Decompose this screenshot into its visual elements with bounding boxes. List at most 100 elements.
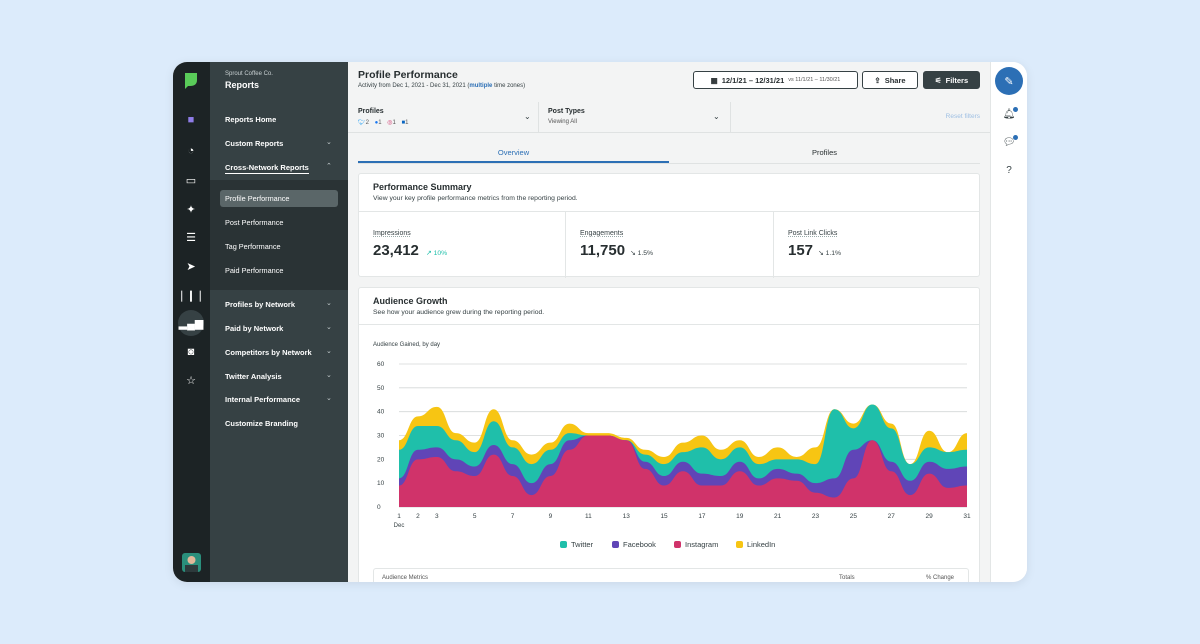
table-header-metrics: Audience Metrics xyxy=(382,575,429,581)
chevron-down-icon[interactable]: ⌄ xyxy=(326,348,332,355)
twitter-count: 2 xyxy=(365,120,369,126)
y-tick-label: 50 xyxy=(377,385,385,392)
sidebar-item-custom-reports[interactable]: Custom Reports xyxy=(225,139,284,148)
time-zones-link[interactable]: multiple xyxy=(469,83,493,89)
sidebar-item-competitors-by-network[interactable]: Competitors by Network xyxy=(225,348,312,357)
audience-growth-subtitle: See how your audience grew during the re… xyxy=(373,309,545,316)
twitter-icon: 🐦︎ xyxy=(358,120,366,126)
chevron-up-icon[interactable]: ⌃ xyxy=(326,163,332,170)
profiles-filter[interactable]: Profiles 🐦︎2 ●1 ◎1 ■1 ⌄ xyxy=(348,102,539,132)
activity-prefix: Activity from Dec 1, 2021 - Dec 31, 2021… xyxy=(358,83,470,89)
x-tick-label: 19 xyxy=(736,513,744,520)
share-button[interactable]: ⇪ Share xyxy=(862,71,918,89)
bot-icon[interactable]: ◙ xyxy=(187,346,195,358)
profile-counts: 🐦︎2 ●1 ◎1 ■1 xyxy=(358,119,409,126)
sidebar-item-post-performance[interactable]: Post Performance xyxy=(225,218,284,227)
legend-swatch xyxy=(674,541,681,548)
legend-label: Twitter xyxy=(571,540,594,549)
chevron-down-icon[interactable]: ⌄ xyxy=(326,372,332,379)
metric-delta-value: 10% xyxy=(433,250,448,257)
chevron-down-icon[interactable]: ⌄ xyxy=(326,395,332,402)
sidebar-item-tag-performance[interactable]: Tag Performance xyxy=(225,242,281,251)
filters-button[interactable]: ⚟ Filters xyxy=(923,71,980,89)
arrow-down-icon: ↘ xyxy=(818,250,824,257)
x-tick-label: 25 xyxy=(850,513,858,520)
performance-summary-subtitle: View your key profile performance metric… xyxy=(373,195,578,202)
star-icon[interactable]: ☆ xyxy=(186,374,196,387)
metric-value: 23,412 xyxy=(373,242,419,259)
inbox-icon[interactable]: ▭ xyxy=(185,174,197,187)
sidebar-item-reports-home[interactable]: Reports Home xyxy=(225,115,277,124)
bell-icon[interactable]: 🔔︎ xyxy=(1002,108,1016,120)
send-icon[interactable]: ➤ xyxy=(186,260,196,273)
table-header-change: % Change xyxy=(926,575,955,581)
legend-linkedin[interactable]: LinkedIn xyxy=(736,540,775,549)
share-label: Share xyxy=(884,75,906,85)
sidebar-item-twitter-analysis[interactable]: Twitter Analysis xyxy=(225,372,282,381)
facebook-count: 1 xyxy=(378,120,382,126)
list-icon[interactable]: ☰ xyxy=(186,231,196,244)
reports-icon[interactable]: ▂▄▆ xyxy=(178,310,204,336)
y-tick-label: 0 xyxy=(377,504,381,511)
avatar[interactable] xyxy=(182,553,201,572)
instagram-icon: ◎ xyxy=(387,120,393,126)
activity-suffix: time zones) xyxy=(492,83,526,89)
gauge-icon[interactable]: ◔ xyxy=(187,145,195,157)
legend-facebook[interactable]: Facebook xyxy=(612,540,656,549)
instagram-count: 1 xyxy=(392,120,396,126)
metric-label: Post Link Clicks xyxy=(788,230,838,237)
tab-overview[interactable]: Overview xyxy=(358,145,669,163)
sidebar-item-profile-performance[interactable]: Profile Performance xyxy=(220,190,338,207)
compose-icon[interactable]: ✎ xyxy=(995,67,1023,95)
company-name: Sprout Coffee Co. xyxy=(225,71,273,77)
chevron-down-icon[interactable]: ⌄ xyxy=(326,139,332,146)
sidebar-item-paid-performance[interactable]: Paid Performance xyxy=(225,266,284,275)
x-tick-label: 2 xyxy=(416,513,420,520)
metric-delta-value: 1.5% xyxy=(637,250,654,257)
post-types-label: Post Types xyxy=(548,108,585,115)
legend-instagram[interactable]: Instagram xyxy=(674,540,718,549)
leaf-logo-icon[interactable] xyxy=(182,70,200,90)
audience-growth-title: Audience Growth xyxy=(373,296,448,306)
x-tick-label: 5 xyxy=(473,513,477,520)
x-tick-label: 7 xyxy=(511,513,515,520)
help-icon[interactable]: ? xyxy=(1006,164,1012,176)
x-tick-label: 9 xyxy=(549,513,553,520)
listening-icon[interactable]: ❘❙❘ xyxy=(177,289,205,302)
x-tick-label: 29 xyxy=(926,513,934,520)
metric-engagements: Engagements 11,750 ↘ 1.5% xyxy=(566,211,774,278)
y-tick-label: 30 xyxy=(377,433,385,440)
folder-icon[interactable]: ■ xyxy=(187,114,195,126)
pin-icon[interactable]: ✦ xyxy=(186,203,196,216)
sidebar-item-profiles-by-network[interactable]: Profiles by Network xyxy=(225,300,296,309)
filter-bar: Profiles 🐦︎2 ●1 ◎1 ■1 ⌄ Post Types Viewi… xyxy=(348,102,990,133)
post-types-filter[interactable]: Post Types Viewing All ⌄ xyxy=(538,102,731,132)
sidebar-item-internal-performance[interactable]: Internal Performance xyxy=(225,395,301,404)
share-icon: ⇪ xyxy=(874,75,881,85)
metric-value: 11,750 xyxy=(580,242,626,259)
x-tick-label: 13 xyxy=(623,513,631,520)
chevron-down-icon: ⌄ xyxy=(713,112,720,121)
divider xyxy=(359,324,979,325)
reset-filters-link[interactable]: Reset filters xyxy=(945,113,980,120)
cross-network-submenu: Profile Performance Post Performance Tag… xyxy=(210,180,348,290)
chevron-down-icon: ⌄ xyxy=(524,112,531,121)
chevron-down-icon[interactable]: ⌄ xyxy=(326,324,332,331)
legend-twitter[interactable]: Twitter xyxy=(560,540,593,549)
date-range-button[interactable]: ▦ 12/1/21 – 12/31/21 vs 11/1/21 – 11/30/… xyxy=(693,71,858,89)
metric-value: 157 xyxy=(788,242,814,259)
sidebar-item-customize-branding[interactable]: Customize Branding xyxy=(225,419,298,428)
chart-title: Audience Gained, by day xyxy=(373,342,440,348)
x-tick-label: 15 xyxy=(660,513,668,520)
tab-profiles[interactable]: Profiles xyxy=(811,148,837,157)
metric-label: Impressions xyxy=(373,230,411,237)
chevron-down-icon[interactable]: ⌄ xyxy=(326,300,332,307)
x-tick-label: 27 xyxy=(888,513,896,520)
report-tabs: Overview Profiles xyxy=(358,145,980,164)
feedback-icon[interactable]: 💬︎ xyxy=(1002,136,1016,148)
sidebar-item-cross-network-reports[interactable]: Cross-Network Reports xyxy=(225,163,309,174)
metric-impressions: Impressions 23,412 ↗ 10% xyxy=(359,211,566,278)
sidebar-item-paid-by-network[interactable]: Paid by Network xyxy=(225,324,284,333)
metric-post-link-clicks: Post Link Clicks 157 ↘ 1.1% xyxy=(774,211,979,278)
